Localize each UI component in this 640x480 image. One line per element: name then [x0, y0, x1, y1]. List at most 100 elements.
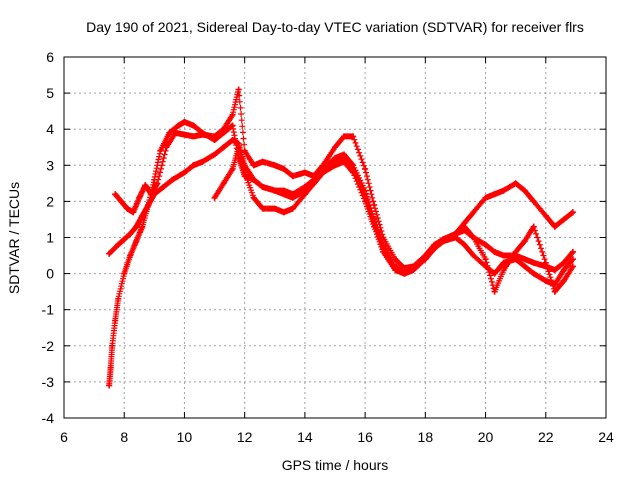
data-point — [229, 111, 236, 118]
data-point — [319, 162, 326, 169]
data-point — [310, 180, 317, 187]
y-tick-label: 2 — [46, 193, 54, 209]
data-point — [250, 194, 257, 201]
y-axis: -4 -3 -2 -1 0 1 2 3 4 5 6 — [42, 49, 606, 426]
data-point — [319, 169, 326, 176]
data-point — [569, 248, 576, 255]
data-point — [133, 223, 140, 230]
y-tick-label: 4 — [46, 121, 54, 137]
data-point — [551, 281, 558, 288]
data-point — [289, 194, 296, 201]
data-point — [470, 209, 477, 216]
data-point — [560, 266, 567, 273]
data-point — [121, 236, 128, 243]
data-point — [115, 241, 122, 248]
data-point — [500, 266, 507, 273]
data-point — [190, 133, 197, 140]
data-point — [491, 191, 498, 198]
data-point — [341, 158, 348, 165]
data-point — [259, 205, 266, 212]
data-point — [530, 259, 537, 266]
data-point — [560, 259, 567, 266]
data-point — [280, 209, 287, 216]
x-tick-label: 12 — [237, 429, 253, 445]
data-point — [431, 245, 438, 252]
data-point — [106, 250, 113, 257]
x-tick-label: 14 — [297, 429, 313, 445]
data-point — [362, 165, 369, 172]
data-point — [166, 129, 173, 136]
data-point — [190, 162, 197, 169]
x-tick-label: 16 — [357, 429, 373, 445]
data-point — [271, 162, 278, 169]
data-point — [512, 256, 519, 263]
data-point — [259, 158, 266, 165]
y-tick-label: 3 — [46, 157, 54, 173]
data-point — [199, 158, 206, 165]
data-point — [142, 182, 149, 189]
data-point — [551, 223, 558, 230]
data-point — [124, 205, 131, 212]
y-tick-label: -4 — [42, 410, 55, 426]
data-point — [106, 382, 113, 389]
data-point — [133, 238, 140, 245]
data-point — [229, 165, 236, 172]
data-point — [551, 266, 558, 273]
series-track-2 — [106, 137, 576, 275]
data-point — [380, 234, 387, 241]
data-point — [157, 147, 164, 154]
data-point — [289, 173, 296, 180]
data-point — [280, 191, 287, 198]
data-point — [530, 223, 537, 230]
data-point — [109, 342, 116, 349]
x-axis-label: GPS time / hours — [282, 457, 389, 473]
data-point — [371, 202, 378, 209]
data-point — [301, 169, 308, 176]
data-point — [371, 223, 378, 230]
data-point — [172, 129, 179, 136]
x-tick-label: 8 — [120, 429, 128, 445]
data-point — [280, 165, 287, 172]
data-point — [401, 265, 408, 272]
data-point — [569, 209, 576, 216]
data-point — [107, 364, 114, 371]
data-point — [211, 151, 218, 158]
data-point — [181, 169, 188, 176]
data-point — [211, 133, 218, 140]
x-tick-label: 10 — [177, 429, 193, 445]
data-point — [139, 212, 146, 219]
data-point — [530, 270, 537, 277]
data-point — [482, 263, 489, 270]
data-point — [461, 223, 468, 230]
data-point — [310, 173, 317, 180]
data-point — [136, 194, 143, 201]
data-point — [250, 162, 257, 169]
data-point — [220, 126, 227, 133]
y-tick-label: 6 — [46, 49, 54, 65]
data-point — [491, 288, 498, 295]
x-tick-label: 6 — [60, 429, 68, 445]
data-point — [127, 230, 134, 237]
data-point — [362, 198, 369, 205]
data-point — [154, 180, 161, 187]
data-point — [190, 122, 197, 129]
data-point — [118, 198, 125, 205]
data-point — [301, 191, 308, 198]
data-point — [289, 205, 296, 212]
data-point — [500, 259, 507, 266]
data-point — [461, 241, 468, 248]
data-point — [542, 212, 549, 219]
x-tick-label: 22 — [538, 429, 554, 445]
data-point — [220, 180, 227, 187]
data-point — [530, 198, 537, 205]
data-point — [392, 266, 399, 273]
data-point — [482, 256, 489, 263]
data-point — [512, 248, 519, 255]
y-tick-label: -2 — [42, 338, 55, 354]
data-point — [115, 295, 122, 302]
data-point — [211, 194, 218, 201]
data-point — [181, 131, 188, 138]
series-group — [106, 86, 576, 389]
data-point — [259, 183, 266, 190]
y-tick-label: -1 — [42, 302, 55, 318]
